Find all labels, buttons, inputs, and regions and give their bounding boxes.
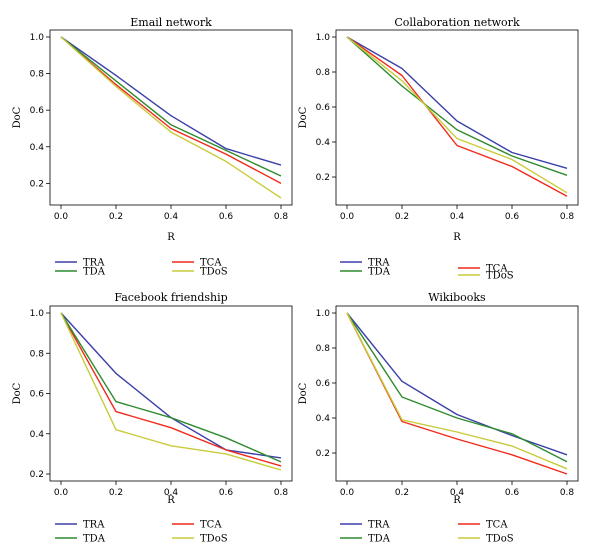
series-line-tra xyxy=(60,312,282,459)
series-line-tca xyxy=(346,312,568,475)
legend-label-tca: TCA xyxy=(486,264,508,275)
x-tick-label: 0.8 xyxy=(274,488,289,498)
x-axis-label: R xyxy=(453,232,461,243)
x-axis-label: R xyxy=(167,232,175,243)
x-tick-label: 0.6 xyxy=(505,212,520,222)
y-tick-label: 0.8 xyxy=(30,349,45,359)
y-tick-label: 0.6 xyxy=(316,103,331,113)
plot-frame xyxy=(335,305,579,482)
x-tick-label: 0.8 xyxy=(560,488,575,498)
y-tick-label: 0.8 xyxy=(30,70,45,80)
x-axis-label: R xyxy=(167,495,175,506)
x-tick-label: 0.6 xyxy=(219,212,234,222)
y-tick-label: 0.2 xyxy=(30,470,44,480)
y-axis-label: DoC xyxy=(298,382,309,404)
legend-label-tra: TRA xyxy=(368,520,390,531)
series-line-tda xyxy=(60,312,282,463)
legend-label-tda: TDA xyxy=(83,534,106,545)
y-tick-label: 0.4 xyxy=(316,414,331,424)
legend-label-tra: TRA xyxy=(83,258,105,269)
x-tick-label: 0.6 xyxy=(219,488,234,498)
y-tick-label: 0.2 xyxy=(316,449,330,459)
series-line-tca xyxy=(60,36,282,185)
series-line-tdos xyxy=(346,36,568,194)
legend-label-tca: TCA xyxy=(200,520,222,531)
x-tick-label: 0.4 xyxy=(450,488,465,498)
chart-panel-2: Collaboration network 0.0 0.2 0.4 0.6 0.8 0.2 0… xyxy=(298,16,579,282)
x-tick-label: 0.8 xyxy=(560,212,575,222)
x-tick-label: 0.2 xyxy=(109,212,123,222)
x-tick-label: 0.4 xyxy=(164,212,179,222)
series-line-tdos xyxy=(60,36,282,199)
legend-label-tda: TDA xyxy=(83,267,106,278)
series-line-tdos xyxy=(60,312,282,471)
series-line-tca xyxy=(346,36,568,197)
y-axis-label: DoC xyxy=(12,106,23,128)
plot-frame xyxy=(49,29,293,206)
x-tick-label: 0.0 xyxy=(340,488,355,498)
series-line-tra xyxy=(346,36,568,169)
legend-label-tca: TCA xyxy=(486,520,508,531)
series-line-tda xyxy=(346,312,568,463)
x-tick-label: 0.4 xyxy=(164,488,179,498)
legend-label-tda: TDA xyxy=(368,267,391,278)
chart-title: Collaboration network xyxy=(394,16,520,29)
legend-label-tra: TRA xyxy=(83,520,105,531)
x-tick-label: 0.0 xyxy=(340,212,355,222)
x-tick-label: 0.6 xyxy=(505,488,520,498)
y-axis-label: DoC xyxy=(12,382,23,404)
y-tick-label: 0.4 xyxy=(316,138,331,148)
y-tick-label: 0.8 xyxy=(316,344,331,354)
legend-label-tdos: TDoS xyxy=(486,534,514,545)
x-tick-label: 0.2 xyxy=(109,488,123,498)
chart-title: Facebook friendship xyxy=(114,291,227,304)
x-tick-label: 0.0 xyxy=(54,212,69,222)
y-tick-label: 1.0 xyxy=(316,33,331,43)
chart-title: Email network xyxy=(130,16,212,29)
y-axis-label: DoC xyxy=(298,106,309,128)
legend-label-tca: TCA xyxy=(200,258,222,269)
y-tick-label: 0.4 xyxy=(30,143,45,153)
y-tick-label: 1.0 xyxy=(30,309,45,319)
y-tick-label: 0.6 xyxy=(316,379,331,389)
legend-label-tdos: TDoS xyxy=(200,267,228,278)
chart-panel-4: Wikibooks 0.0 0.2 0.4 0.6 0.8 0.2 0.4 0.6 0.8 1.0 R… xyxy=(298,291,579,545)
x-tick-label: 0.2 xyxy=(395,488,409,498)
x-axis-label: R xyxy=(453,495,461,506)
series-line-tda xyxy=(60,36,282,177)
legend-label-tdos: TDoS xyxy=(486,271,514,282)
x-tick-label: 0.0 xyxy=(54,488,69,498)
y-tick-label: 0.6 xyxy=(30,390,45,400)
plot-frame xyxy=(335,29,579,206)
y-tick-label: 0.2 xyxy=(316,173,330,183)
x-tick-label: 0.8 xyxy=(274,212,289,222)
legend-label-tda: TDA xyxy=(368,534,391,545)
series-line-tra xyxy=(60,36,282,166)
chart-panel-1: Email network 0.0 0.2 0.4 0.6 0.8 0.2 0.4 0.6 0.8… xyxy=(12,16,293,278)
y-tick-label: 0.8 xyxy=(316,68,331,78)
y-tick-label: 1.0 xyxy=(30,33,45,43)
legend-label-tra: TRA xyxy=(368,258,390,269)
x-tick-label: 0.4 xyxy=(450,212,465,222)
series-line-tdos xyxy=(346,312,568,470)
chart-title: Wikibooks xyxy=(428,291,486,304)
y-tick-label: 0.6 xyxy=(30,106,45,116)
chart-panel-3: Facebook friendship 0.0 0.2 0.4 0.6 0.8 0.2 0.4… xyxy=(12,291,293,545)
series-line-tca xyxy=(60,312,282,467)
series-line-tra xyxy=(346,312,568,456)
y-tick-label: 1.0 xyxy=(316,309,331,319)
y-tick-label: 0.2 xyxy=(30,179,44,189)
y-tick-label: 0.4 xyxy=(30,430,45,440)
legend-label-tdos: TDoS xyxy=(200,534,228,545)
x-tick-label: 0.2 xyxy=(395,212,409,222)
series-line-tda xyxy=(346,36,568,176)
